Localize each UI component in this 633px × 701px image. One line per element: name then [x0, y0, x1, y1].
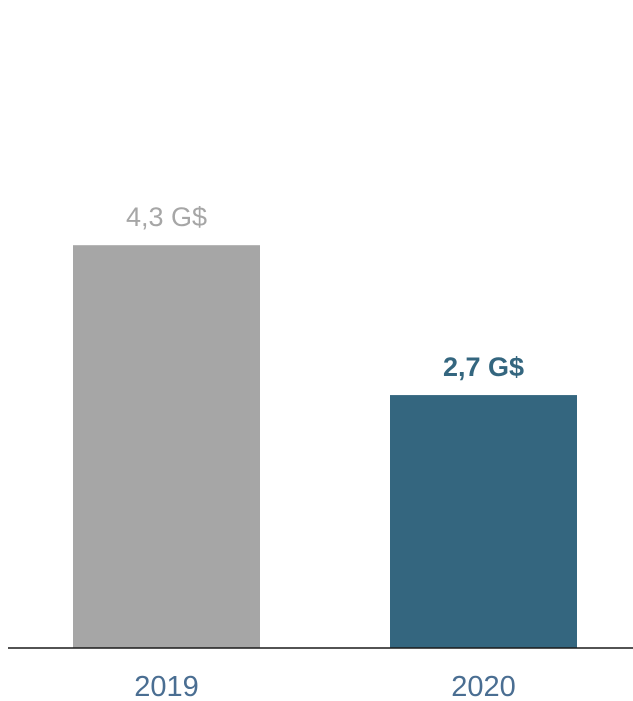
x-tick-label-2020: 2020 — [451, 671, 516, 701]
bar-2019 — [73, 245, 260, 649]
bar-2020 — [390, 395, 577, 648]
x-tick-label-2019: 2019 — [134, 671, 199, 701]
value-label-2020: 2,7 G$ — [443, 352, 524, 382]
value-label-2019: 4,3 G$ — [126, 202, 207, 232]
